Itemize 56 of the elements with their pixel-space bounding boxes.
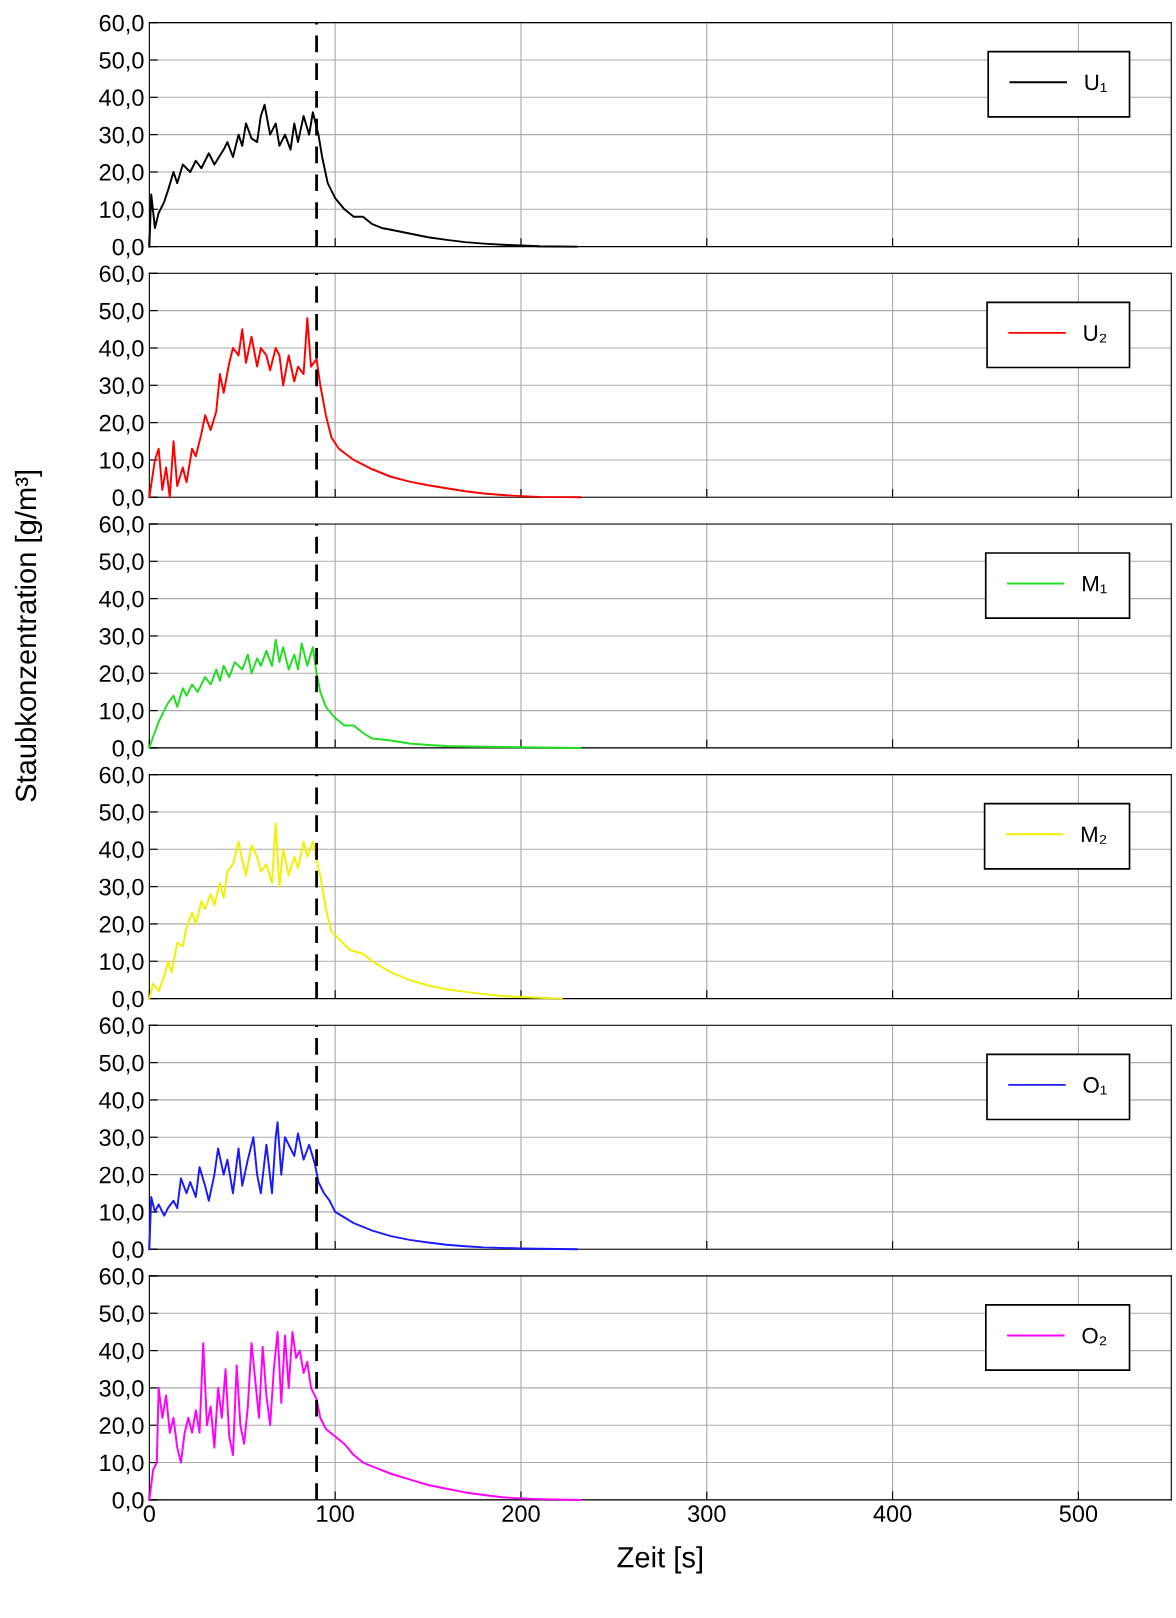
y-tick-label: 40,0 [99,590,144,611]
y-tick-label: 60,0 [99,1017,144,1037]
y-tick-label: 40,0 [99,841,144,861]
x-tick-label: 0 [143,1505,155,1523]
y-tick-label: 10,0 [100,452,144,472]
x-tick-label: 200 [502,1505,540,1523]
x-tick-label: 400 [873,1505,912,1523]
y-tick-label: 10,0 [100,1454,144,1475]
x-tick-label: 100 [317,1505,354,1523]
y-tick-label: 60,0 [99,14,144,35]
y-axis-title: Staubkonzentration [g/m³] [14,471,43,802]
y-tick-label: 40,0 [99,1342,144,1363]
y-tick-label: 40,0 [99,340,144,360]
legend-label: U₂ [1084,325,1107,343]
x-tick-label: 500 [1059,1505,1098,1523]
legend-label: U₁ [1085,74,1107,92]
y-tick-label: 0,0 [112,489,144,509]
y-tick-label: 60,0 [99,265,144,285]
y-tick-label: 50,0 [99,553,144,573]
y-tick-label: 50,0 [99,1305,144,1325]
y-tick-label: 60,0 [99,766,144,787]
y-tick-label: 10,0 [100,1203,144,1224]
y-tick-label: 20,0 [99,915,144,936]
y-tick-label: 10,0 [100,702,144,723]
legend-label: M₂ [1081,826,1107,844]
y-tick-label: 50,0 [99,302,144,323]
y-tick-label: 30,0 [99,377,144,397]
y-tick-label: 10,0 [100,953,144,973]
x-axis-title: Zeit [s] [617,1546,703,1574]
y-tick-label: 30,0 [99,1129,144,1149]
y-tick-label: 0,0 [112,238,144,259]
y-tick-label: 0,0 [112,739,144,760]
y-tick-label: 50,0 [99,1054,144,1075]
y-tick-label: 30,0 [99,126,144,147]
y-tick-label: 20,0 [99,164,144,184]
y-tick-label: 30,0 [99,1379,144,1400]
y-tick-label: 20,0 [99,414,144,435]
y-tick-label: 20,0 [99,1166,144,1187]
y-tick-label: 20,0 [99,665,144,685]
legend-label: O₂ [1082,1327,1107,1346]
y-tick-label: 50,0 [99,804,144,824]
y-tick-label: 30,0 [99,628,144,648]
y-tick-label: 20,0 [99,1417,144,1437]
x-tick-label: 300 [687,1505,726,1523]
y-tick-label: 50,0 [99,52,144,72]
y-tick-label: 10,0 [100,201,144,221]
y-tick-label: 60,0 [99,1268,144,1288]
y-tick-label: 30,0 [99,878,144,899]
y-tick-label: 0,0 [112,1491,144,1512]
y-tick-label: 40,0 [99,89,144,109]
y-tick-label: 40,0 [99,1091,144,1112]
y-tick-label: 0,0 [112,990,144,1011]
legend-label: O₁ [1083,1077,1107,1095]
legend-label: M₁ [1083,576,1107,594]
y-tick-label: 60,0 [99,516,144,536]
y-tick-label: 0,0 [112,1241,144,1261]
